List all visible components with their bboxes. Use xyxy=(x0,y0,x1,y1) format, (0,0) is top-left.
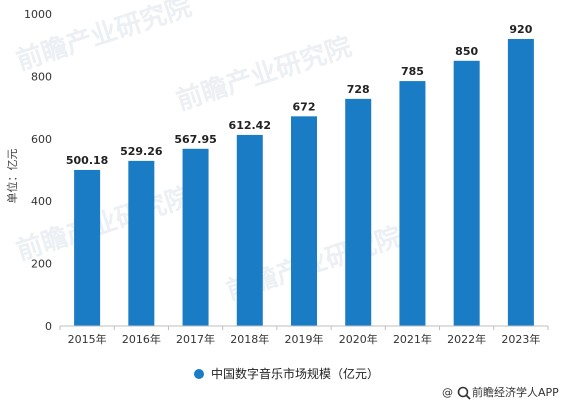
bar xyxy=(453,60,480,327)
x-tick-label: 2023年 xyxy=(501,332,540,346)
legend: 中国数字音乐市场规模（亿元） xyxy=(194,366,379,381)
data-label: 920 xyxy=(509,23,532,36)
data-label: 529.26 xyxy=(120,145,163,158)
x-tick-label: 2018年 xyxy=(230,332,269,346)
bar xyxy=(236,134,263,326)
y-tick-label: 200 xyxy=(31,258,52,271)
data-label: 728 xyxy=(347,83,370,96)
data-label: 850 xyxy=(455,45,478,58)
source-at-sign: @ xyxy=(442,386,453,399)
bar xyxy=(182,148,209,326)
y-tick-label: 400 xyxy=(31,195,52,208)
legend-marker xyxy=(194,369,204,379)
y-axis-title: 单位：亿元 xyxy=(5,149,19,204)
data-label: 500.18 xyxy=(66,154,108,167)
watermark-text-3: 前瞻产业研究院 xyxy=(13,181,196,267)
x-tick-label: 2022年 xyxy=(447,332,486,346)
legend-label: 中国数字音乐市场规模（亿元） xyxy=(211,366,379,381)
y-tick-label: 0 xyxy=(45,320,52,333)
bar xyxy=(74,169,101,326)
bar xyxy=(345,98,372,326)
bars: 500.18 529.26 567.95 612.42 672 728 785 850 920 xyxy=(66,23,534,327)
x-tick-label: 2015年 xyxy=(68,332,107,346)
magnifier-logo-icon xyxy=(457,386,471,400)
x-axis: 2015年 2016年 2017年 2018年 2019年 2020年 2021年 2022年… xyxy=(59,325,549,346)
x-tick-label: 2019年 xyxy=(285,332,324,346)
source-credit: @ 前瞻经济学人APP xyxy=(442,385,559,400)
source-text: 前瞻经济学人APP xyxy=(472,385,559,399)
y-tick-label: 600 xyxy=(31,133,52,146)
y-axis: 0 200 400 600 800 1000 xyxy=(24,8,52,333)
bar xyxy=(291,116,317,326)
y-tick-label: 800 xyxy=(31,70,52,83)
x-tick-label: 2016年 xyxy=(122,332,161,346)
data-label: 672 xyxy=(293,100,316,113)
x-tick-label: 2021年 xyxy=(393,332,432,346)
watermark-text-2: 前瞻产业研究院 xyxy=(173,31,356,117)
data-label: 567.95 xyxy=(174,133,216,146)
bar xyxy=(399,81,426,326)
x-tick-label: 2020年 xyxy=(339,332,378,346)
x-tick-label: 2017年 xyxy=(176,332,215,346)
bar xyxy=(507,38,534,327)
bar xyxy=(128,160,155,326)
data-label: 612.42 xyxy=(229,119,271,132)
y-tick-label: 1000 xyxy=(24,8,52,21)
data-label: 785 xyxy=(401,65,424,78)
